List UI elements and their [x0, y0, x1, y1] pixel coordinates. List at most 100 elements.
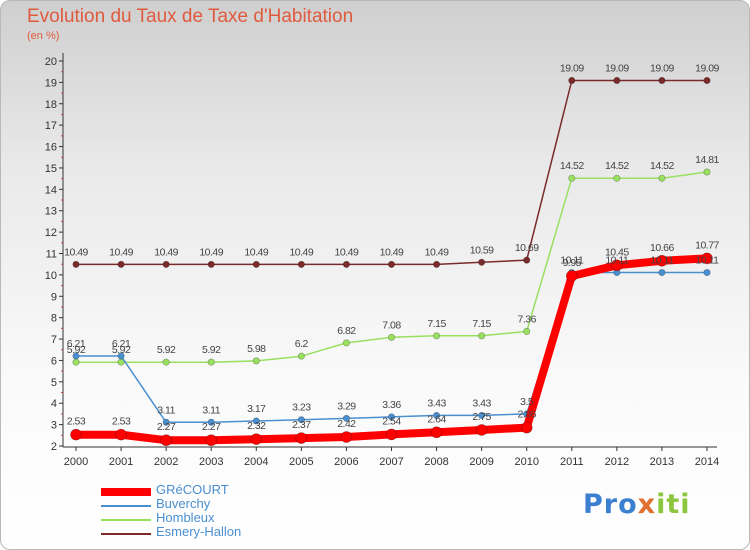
- legend-label-esmery-hallon: Esmery-Hallon: [156, 524, 242, 539]
- data-label-hombleux: 5.92: [157, 344, 176, 356]
- data-point-hombleux: [433, 332, 441, 340]
- data-point-esmery-hallon: [297, 260, 305, 268]
- legend-item-grecourt: GRéCOURT: [101, 482, 321, 499]
- data-label-esmery-hallon: 10.49: [289, 246, 313, 258]
- y-tick-label: 12: [45, 227, 57, 239]
- data-label-hombleux: 7.36: [517, 313, 536, 325]
- y-tick-label: 13: [45, 206, 57, 218]
- data-label-buverchy: 10.11: [696, 255, 720, 267]
- data-point-gr-court: [611, 259, 623, 272]
- data-label-hombleux: 14.81: [695, 154, 719, 166]
- data-label-hombleux: 6.82: [337, 325, 356, 337]
- data-point-hombleux: [162, 358, 170, 366]
- data-point-gr-court: [160, 434, 172, 447]
- data-point-buverchy: [252, 417, 260, 425]
- y-tick-label: 2: [51, 441, 57, 453]
- legend-swatch-grecourt: [101, 488, 151, 496]
- x-tick-label: 2000: [64, 456, 88, 468]
- legend-swatch-buverchy: [101, 505, 151, 507]
- legend-item-esmery-hallon: Esmery-Hallon: [101, 524, 321, 541]
- data-point-gr-court: [565, 270, 578, 282]
- data-point-hombleux: [342, 339, 350, 347]
- data-point-esmery-hallon: [568, 76, 576, 84]
- data-point-hombleux: [252, 357, 260, 365]
- data-point-gr-court: [520, 421, 533, 434]
- proxiti-logo: Proxiti: [583, 489, 691, 520]
- data-label-hombleux: 14.52: [560, 160, 584, 172]
- legend-swatch-esmery-hallon: [101, 533, 151, 535]
- data-point-esmery-hallon: [478, 258, 486, 266]
- data-label-esmery-hallon: 10.49: [199, 246, 223, 258]
- data-label-gr-court: 2.27: [157, 421, 176, 433]
- data-point-buverchy: [207, 418, 215, 426]
- data-label-buverchy: 3.23: [292, 402, 311, 414]
- data-label-buverchy: 6.21: [112, 338, 131, 350]
- data-point-hombleux: [703, 168, 711, 176]
- data-point-buverchy: [117, 352, 125, 360]
- data-label-esmery-hallon: 19.09: [605, 62, 629, 74]
- data-point-gr-court: [295, 432, 308, 444]
- data-point-gr-court: [205, 434, 218, 447]
- data-point-hombleux: [297, 352, 305, 360]
- data-label-hombleux: 7.15: [427, 318, 446, 330]
- data-point-hombleux: [478, 332, 486, 340]
- data-point-buverchy: [658, 269, 666, 277]
- data-point-buverchy: [387, 413, 395, 421]
- y-tick-label: 3: [51, 420, 57, 432]
- data-label-esmery-hallon: 10.49: [244, 246, 268, 258]
- data-point-esmery-hallon: [162, 260, 170, 268]
- data-label-buverchy: 3.5: [520, 396, 534, 408]
- x-tick-label: 2004: [244, 456, 268, 468]
- data-point-buverchy: [72, 352, 80, 360]
- data-point-esmery-hallon: [117, 260, 125, 268]
- data-label-esmery-hallon: 10.49: [335, 246, 359, 258]
- chart-title: Evolution du Taux de Taxe d'Habitation: [27, 6, 354, 27]
- data-label-gr-court: 2.64: [427, 413, 446, 425]
- y-tick-label: 6: [51, 355, 57, 367]
- data-point-esmery-hallon: [613, 76, 621, 84]
- data-point-esmery-hallon: [342, 260, 350, 268]
- data-label-gr-court: 2.75: [472, 411, 491, 423]
- data-label-esmery-hallon: 19.09: [695, 62, 719, 74]
- data-point-buverchy: [433, 411, 441, 419]
- data-point-esmery-hallon: [207, 260, 215, 268]
- data-label-buverchy: 10.11: [560, 255, 584, 267]
- data-label-hombleux: 5.92: [202, 344, 221, 356]
- x-tick-label: 2010: [514, 456, 538, 468]
- x-tick-label: 2007: [379, 456, 403, 468]
- x-tick-label: 2005: [289, 456, 313, 468]
- x-tick-label: 2008: [424, 456, 448, 468]
- data-label-gr-court: 2.42: [337, 418, 356, 430]
- legend-item-hombleux: Hombleux: [101, 510, 321, 527]
- data-label-esmery-hallon: 19.09: [560, 62, 584, 74]
- data-label-gr-court: 2.37: [292, 419, 311, 431]
- legend: GRéCOURT Buverchy Hombleux Esmery-Hallon: [101, 482, 321, 541]
- data-label-esmery-hallon: 10.49: [380, 246, 404, 258]
- data-label-hombleux: 5.92: [67, 344, 86, 356]
- data-point-hombleux: [207, 358, 215, 366]
- data-label-gr-court: 10.66: [650, 242, 674, 254]
- data-point-hombleux: [72, 358, 80, 366]
- data-label-esmery-hallon: 19.09: [650, 62, 674, 74]
- data-point-buverchy: [297, 416, 305, 424]
- data-label-buverchy: 6.21: [67, 338, 86, 350]
- y-tick-label: 4: [51, 398, 57, 410]
- data-point-hombleux: [523, 327, 531, 335]
- data-point-buverchy: [703, 269, 711, 277]
- data-point-gr-court: [340, 431, 353, 443]
- data-label-esmery-hallon: 10.49: [154, 246, 178, 258]
- x-tick-label: 2003: [199, 456, 223, 468]
- x-tick-label: 2012: [605, 456, 629, 468]
- data-point-gr-court: [701, 252, 713, 265]
- y-tick-label: 11: [46, 249, 57, 261]
- data-point-hombleux: [387, 333, 395, 341]
- data-label-hombleux: 14.52: [605, 160, 629, 172]
- data-point-esmery-hallon: [658, 76, 666, 84]
- data-label-buverchy: 3.43: [427, 397, 446, 409]
- data-label-esmery-hallon: 10.59: [470, 244, 494, 256]
- data-label-gr-court: 2.27: [202, 421, 221, 433]
- data-point-esmery-hallon: [387, 260, 395, 268]
- data-point-buverchy: [342, 414, 350, 422]
- y-tick-label: 17: [45, 120, 57, 132]
